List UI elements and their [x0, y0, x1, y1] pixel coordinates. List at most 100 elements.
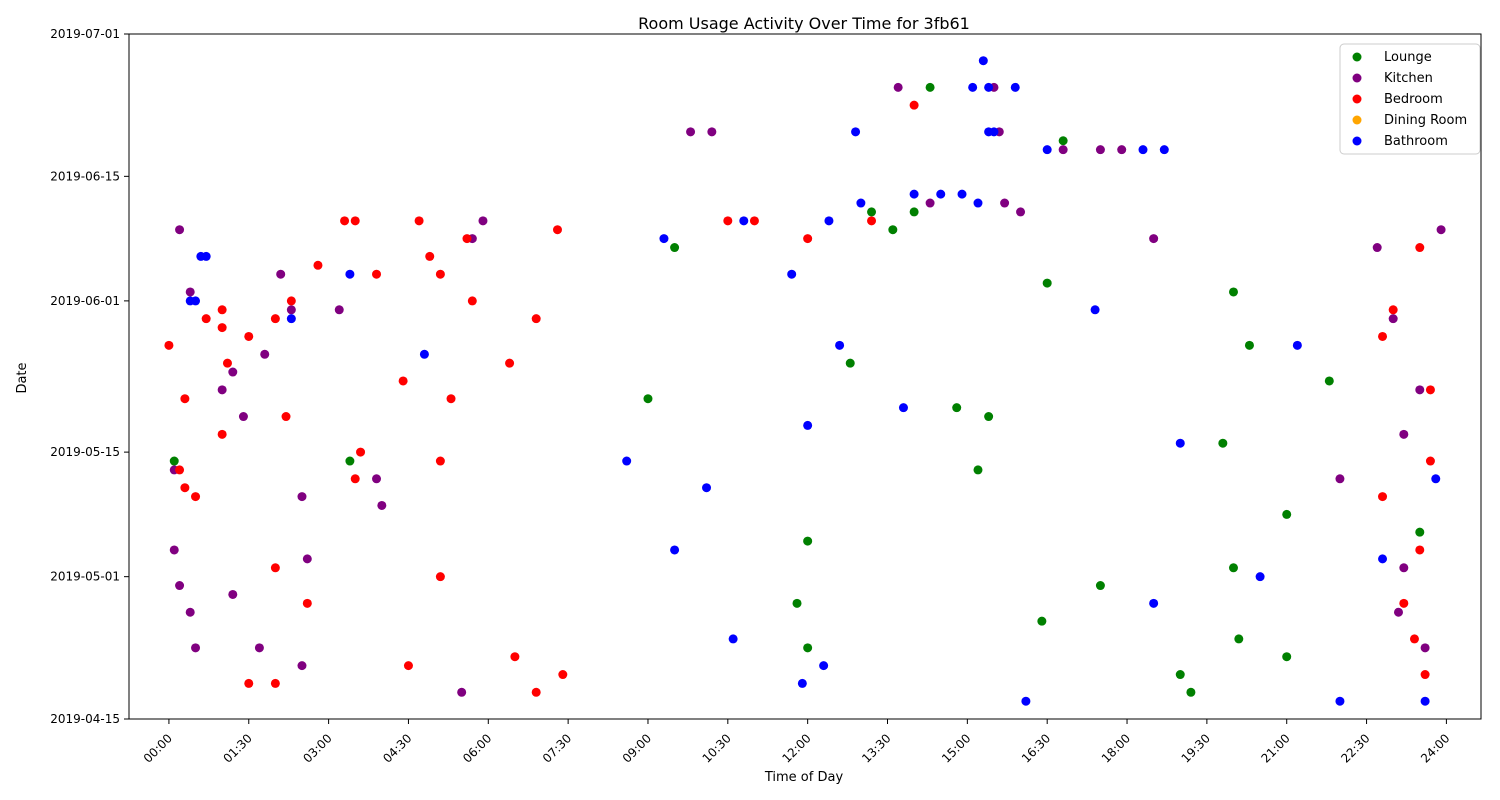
- data-point: [1282, 509, 1292, 519]
- data-point: [819, 661, 829, 671]
- x-tick-label: 04:30: [380, 731, 414, 765]
- data-point: [1425, 456, 1435, 466]
- data-point: [1175, 670, 1185, 680]
- data-point: [1282, 652, 1292, 662]
- data-point: [286, 296, 296, 306]
- data-point: [1324, 376, 1334, 386]
- data-point: [867, 216, 877, 226]
- plot-frame: [128, 33, 1482, 720]
- data-point: [185, 287, 195, 297]
- x-tick-label: 16:30: [1019, 731, 1053, 765]
- data-point: [169, 545, 179, 555]
- data-point: [414, 216, 424, 226]
- data-point: [787, 269, 797, 279]
- data-point: [1420, 670, 1430, 680]
- data-point: [1186, 687, 1196, 697]
- data-point: [973, 198, 983, 208]
- legend-marker: [1352, 52, 1362, 62]
- legend: Lounge Kitchen Bedroom Dining Room Bathroom: [1339, 43, 1481, 155]
- data-point: [228, 367, 238, 377]
- data-point: [505, 358, 515, 368]
- legend-label: Dining Room: [1384, 113, 1467, 128]
- data-point: [909, 100, 919, 110]
- data-point: [398, 376, 408, 386]
- x-axis-title: Time of Day: [764, 770, 844, 785]
- data-point: [670, 545, 680, 555]
- data-point: [1010, 82, 1020, 92]
- y-axis-title: Date: [15, 362, 30, 393]
- data-point: [340, 216, 350, 226]
- data-point: [888, 225, 898, 235]
- data-point: [1415, 243, 1425, 253]
- data-point: [531, 687, 541, 697]
- data-point: [686, 127, 696, 137]
- data-point: [728, 634, 738, 644]
- data-point: [707, 127, 717, 137]
- data-point: [254, 643, 264, 653]
- x-tick-label: 01:30: [221, 731, 255, 765]
- data-point: [244, 331, 254, 341]
- x-tick-label: 00:00: [141, 731, 175, 765]
- series-kitchen: [169, 82, 1446, 697]
- data-point: [989, 127, 999, 137]
- data-point: [1218, 438, 1228, 448]
- data-point: [552, 225, 562, 235]
- data-point: [1175, 438, 1185, 448]
- chart-title: Room Usage Activity Over Time for 3fb61: [638, 14, 970, 33]
- data-point: [377, 500, 387, 510]
- data-point: [350, 474, 360, 484]
- y-tick-label: 2019-05-15: [50, 445, 120, 459]
- data-point: [1090, 305, 1100, 315]
- data-point: [201, 314, 211, 324]
- data-point: [1037, 616, 1047, 626]
- legend-label: Bathroom: [1384, 134, 1448, 149]
- legend-marker: [1352, 73, 1362, 83]
- data-point: [1388, 305, 1398, 315]
- data-point: [372, 269, 382, 279]
- data-point: [1399, 563, 1409, 573]
- y-tick-label: 2019-06-01: [50, 294, 120, 308]
- data-point: [1393, 607, 1403, 617]
- x-tick-label: 10:30: [700, 731, 734, 765]
- data-point: [670, 243, 680, 253]
- data-point: [968, 82, 978, 92]
- data-point: [164, 340, 174, 350]
- data-point: [419, 349, 429, 359]
- data-point: [925, 82, 935, 92]
- data-point: [425, 251, 435, 261]
- data-point: [217, 305, 227, 315]
- data-point: [1425, 385, 1435, 395]
- data-point: [1234, 634, 1244, 644]
- x-tick-label: 12:00: [779, 731, 813, 765]
- data-point: [1378, 331, 1388, 341]
- data-point: [558, 670, 568, 680]
- data-point: [302, 554, 312, 564]
- data-point: [175, 581, 185, 591]
- data-point: [175, 225, 185, 235]
- legend-label: Lounge: [1384, 50, 1432, 65]
- data-point: [845, 358, 855, 368]
- data-point: [1149, 598, 1159, 608]
- data-point: [1138, 145, 1148, 155]
- legend-marker: [1352, 136, 1362, 146]
- legend-frame: [1339, 43, 1481, 155]
- data-point: [286, 314, 296, 324]
- data-point: [1378, 554, 1388, 564]
- data-points: [164, 56, 1446, 706]
- data-point: [909, 189, 919, 199]
- data-point: [462, 234, 472, 244]
- data-point: [313, 260, 323, 270]
- data-point: [270, 314, 280, 324]
- data-point: [1095, 581, 1105, 591]
- data-point: [297, 492, 307, 502]
- data-point: [749, 216, 759, 226]
- data-point: [1058, 145, 1068, 155]
- data-point: [286, 305, 296, 315]
- data-point: [1292, 340, 1302, 350]
- legend-marker: [1352, 115, 1362, 125]
- data-point: [1335, 696, 1345, 706]
- data-point: [1159, 145, 1169, 155]
- data-point: [1058, 136, 1068, 146]
- x-tick-label: 03:00: [300, 731, 334, 765]
- data-point: [835, 340, 845, 350]
